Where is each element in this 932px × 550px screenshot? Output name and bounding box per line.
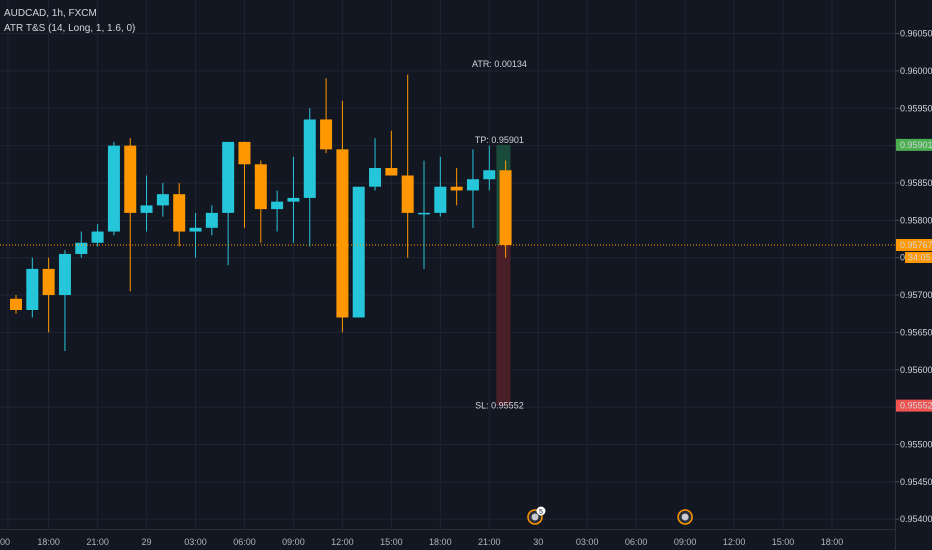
candle-body — [320, 119, 333, 150]
candle-series — [10, 74, 512, 352]
event-count-badge — [536, 506, 546, 516]
candle-body — [124, 145, 137, 213]
event-marker-flag-icon — [531, 513, 539, 521]
time-tick-label: 18:00 — [429, 537, 452, 547]
candle-body — [418, 212, 430, 215]
time-tick-label: 15:00 — [380, 537, 403, 547]
candle-body — [287, 197, 300, 202]
sl-price-badge: 0.955524 — [900, 401, 932, 411]
countdown-badge: 34:05 — [908, 252, 931, 262]
candle-body — [156, 194, 169, 206]
time-tick-label: 09:00 — [674, 537, 697, 547]
sl-label: SL: 0.95552 — [475, 401, 524, 411]
candle-body — [58, 253, 71, 296]
time-tick-label: 06:00 — [233, 537, 256, 547]
time-tick-label: 06:00 — [625, 537, 648, 547]
time-tick-label: 29 — [142, 537, 152, 547]
current-price-badge: 0.957670 — [900, 240, 932, 250]
time-tick-label: 18:00 — [821, 537, 844, 547]
candle-body — [205, 212, 218, 228]
tp-price-badge: 0.959011 — [900, 140, 932, 150]
time-tick-label: 21:00 — [86, 537, 109, 547]
sl-price-badge-bg — [896, 399, 932, 412]
stop-loss-zone — [496, 244, 511, 406]
current-price-badge-bg — [896, 238, 932, 251]
time-tick-label: 03:00 — [576, 537, 599, 547]
candle-body — [107, 145, 120, 232]
event-marker-flag-icon — [681, 513, 689, 521]
time-tick-label: 18:00 — [37, 537, 60, 547]
symbol-title[interactable]: AUDCAD, 1h, FXCM — [4, 8, 97, 19]
candle-body — [303, 119, 316, 198]
time-tick-label: 15:00 — [772, 537, 795, 547]
price-axis-panel — [895, 0, 932, 550]
time-tick-label: 12:00 — [723, 537, 746, 547]
event-markers[interactable]: 5 — [527, 506, 693, 525]
candle-body — [26, 268, 39, 310]
time-tick-label: 21:00 — [478, 537, 501, 547]
candle-body — [352, 186, 365, 318]
candle-body — [254, 164, 267, 210]
time-tick-label: 00 — [0, 537, 10, 547]
tp-label: TP: 0.95901 — [475, 135, 524, 145]
indicator-title[interactable]: ATR T&S (14, Long, 1, 1.6, 0) — [4, 23, 136, 34]
candle-body — [450, 186, 463, 191]
candle-body — [222, 141, 235, 213]
candle-body — [434, 186, 447, 213]
candle-body — [483, 170, 496, 180]
candle-body — [10, 298, 22, 310]
position-annotations: ATR: 0.00134 TP: 0.95901 SL: 0.95552 — [0, 59, 895, 411]
time-tick-label: 09:00 — [282, 537, 305, 547]
candle-body — [189, 227, 202, 232]
candle-body — [91, 231, 104, 243]
time-axis[interactable]: 00 18:00 21:00 29 03:00 06:00 09:00 12:00 15:00 1… — [0, 537, 843, 547]
candle-body — [75, 242, 88, 254]
candle-body — [401, 175, 414, 213]
candle-body — [466, 179, 479, 191]
candle-body — [271, 201, 284, 210]
candle-body — [238, 141, 251, 165]
time-tick-label: 30 — [533, 537, 543, 547]
candle-body — [369, 168, 382, 187]
time-tick-label: 12:00 — [331, 537, 354, 547]
countdown-badge-bg — [905, 251, 932, 263]
candle-body — [499, 170, 512, 245]
chart-grid — [0, 0, 895, 529]
atr-label: ATR: 0.00134 — [472, 59, 527, 69]
time-tick-label: 03:00 — [184, 537, 207, 547]
candle-body — [173, 194, 186, 232]
candle-body — [385, 168, 398, 176]
event-count-label: 5 — [539, 509, 543, 516]
candle-body — [336, 149, 349, 318]
chart-legend: AUDCAD, 1h, FXCM ATR T&S (14, Long, 1, 1… — [4, 6, 135, 36]
candle-body — [42, 268, 55, 296]
time-axis-panel — [0, 529, 895, 550]
tp-price-badge-bg — [896, 138, 932, 151]
candle-body — [140, 205, 153, 213]
price-axis[interactable]: 0.9605000.9600000.9595000.9590000.958500… — [895, 29, 932, 525]
